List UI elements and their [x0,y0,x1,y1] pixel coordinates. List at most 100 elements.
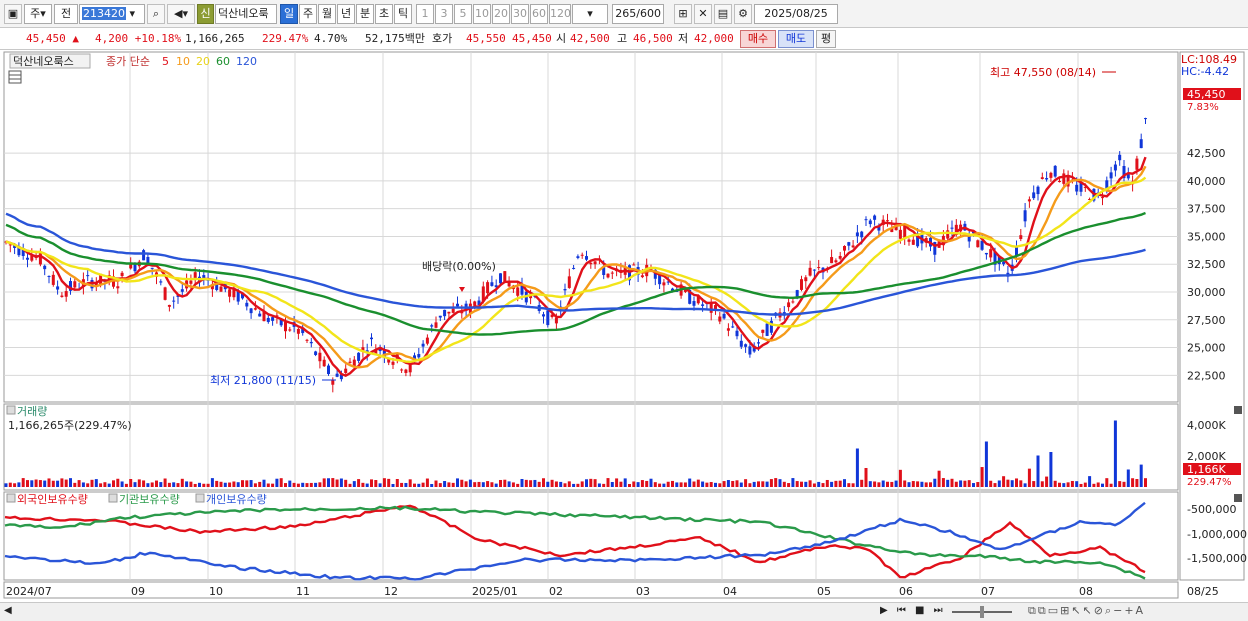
stock-title-box[interactable] [9,53,91,69]
drawing-tools[interactable]: ⧉⧉▭⊞↖↖⊘⌕−+A [1028,604,1146,617]
holdings-panel-handle[interactable] [6,493,16,503]
volume-bar [481,482,485,487]
candle-body [352,359,356,368]
playback-controls[interactable]: ▶ ⏮ ■ ⏭ [880,605,946,616]
minute-20[interactable]: 20 [492,4,510,24]
candle-body [907,239,911,242]
minute-10[interactable]: 10 [473,4,491,24]
buy-button[interactable]: 매수 [740,30,776,48]
volume-panel-close-icon[interactable] [1234,406,1242,414]
chart-tools-icon[interactable]: ⊞ [674,4,692,24]
candle-body [989,249,993,258]
svg-text:1,166K: 1,166K [1187,463,1226,476]
minute-1[interactable]: 1 [416,4,434,24]
minute-120[interactable]: 120 [549,4,571,24]
legend-institution: 기관보유수량 [119,493,180,506]
volume-panel[interactable] [3,403,1179,491]
candle-body [408,364,412,373]
volume-bar [327,478,330,487]
volume-bar [709,482,713,487]
candle-body [296,328,300,334]
candle-body [1144,118,1147,120]
volume-bar [714,482,717,487]
holdings-panel-close-icon[interactable] [1234,494,1242,502]
candle-body [748,346,752,355]
volume-bar [94,479,98,487]
tab-month[interactable]: 월 [318,4,336,24]
volume-bar [628,483,631,487]
tab-minute[interactable]: 분 [356,4,374,24]
minute-30[interactable]: 30 [511,4,529,24]
candle-body [456,303,459,307]
tab-day[interactable]: 일 [280,4,298,24]
y-axis-area [1179,51,1245,581]
candle-body [726,328,730,331]
volume-bar [38,480,42,487]
save-icon[interactable]: ▤ [714,4,732,24]
minute-3[interactable]: 3 [435,4,453,24]
volume-bar [898,469,902,487]
volume-bar [752,481,756,487]
volume-panel-title: 거래량 [17,405,47,418]
volume-bar [847,483,851,487]
volume-bar [950,478,954,487]
scroll-left-icon[interactable]: ◀ [4,605,12,616]
candle-body [718,316,722,322]
candle-body [520,284,524,295]
candle-body [911,239,915,245]
tab-year[interactable]: 년 [337,4,355,24]
crosshair-icon[interactable]: ✕ [694,4,712,24]
volume-bar [77,480,81,487]
gear-icon[interactable]: ⚙ [734,4,752,24]
volume-bar [189,481,193,487]
market-select[interactable]: 주▾ [24,4,52,24]
table-icon[interactable] [8,70,22,84]
candle-body [860,231,864,238]
volume-panel-handle[interactable] [6,405,16,415]
search-icon[interactable]: ⌕ [147,4,165,24]
stock-chart[interactable]: 덕산네오룩스 종가 단순 5 10 20 60 120 최고 47,550 (0… [0,50,1248,602]
stock-code-input[interactable]: 213420 ▾ [79,4,145,24]
volume-bar [615,478,619,487]
bottom-scroll-bar[interactable]: ◀ ▶ ⏮ ■ ⏭ ⧉⧉▭⊞↖↖⊘⌕−+A [0,602,1248,621]
volume-bar [301,482,305,487]
speaker-icon[interactable]: ◀▾ [167,4,195,24]
volume-bar [370,479,373,487]
price-y-tick: 25,000 [1187,342,1226,355]
candle-body [176,295,180,297]
price-change: 4,200 +10.18% [95,32,182,45]
holdings-panel[interactable] [3,491,1179,581]
candle-body [572,267,576,269]
volume-bar [718,483,722,487]
sell-button[interactable]: 매도 [778,30,814,48]
count-input[interactable]: 265/600 [612,4,664,24]
volume-bar [1118,481,1122,487]
tab-second[interactable]: 초 [375,4,393,24]
volume-bar [1113,420,1117,487]
volume-bar [675,482,679,487]
volume-bar [185,481,189,487]
minute-5[interactable]: 5 [454,4,472,24]
candle-body [1015,246,1018,257]
all-select[interactable]: 전 [54,4,78,24]
volume-bar [417,483,421,487]
price-y-tick: 35,000 [1187,230,1226,243]
price-panel[interactable] [3,51,1179,403]
candle-body [662,282,666,286]
zoom-slider-handle[interactable] [980,606,984,618]
tab-tick[interactable]: 틱 [394,4,412,24]
x-axis-label: 11 [296,585,310,598]
ma-60-line [5,211,1146,336]
volume-bar [666,481,670,487]
candle-body [425,337,429,344]
date-input[interactable]: 2025/08/25 [754,4,838,24]
ma-20-label: 20 [196,55,210,68]
eval-button[interactable]: 평 [816,30,836,48]
candle-body [739,340,743,347]
custom-period-select[interactable]: ▾ [572,4,608,24]
layout-icon[interactable]: ▣ [4,4,22,24]
volume-bar [464,481,468,487]
candle-body [1049,172,1053,178]
tab-week[interactable]: 주 [299,4,317,24]
minute-60[interactable]: 60 [530,4,548,24]
